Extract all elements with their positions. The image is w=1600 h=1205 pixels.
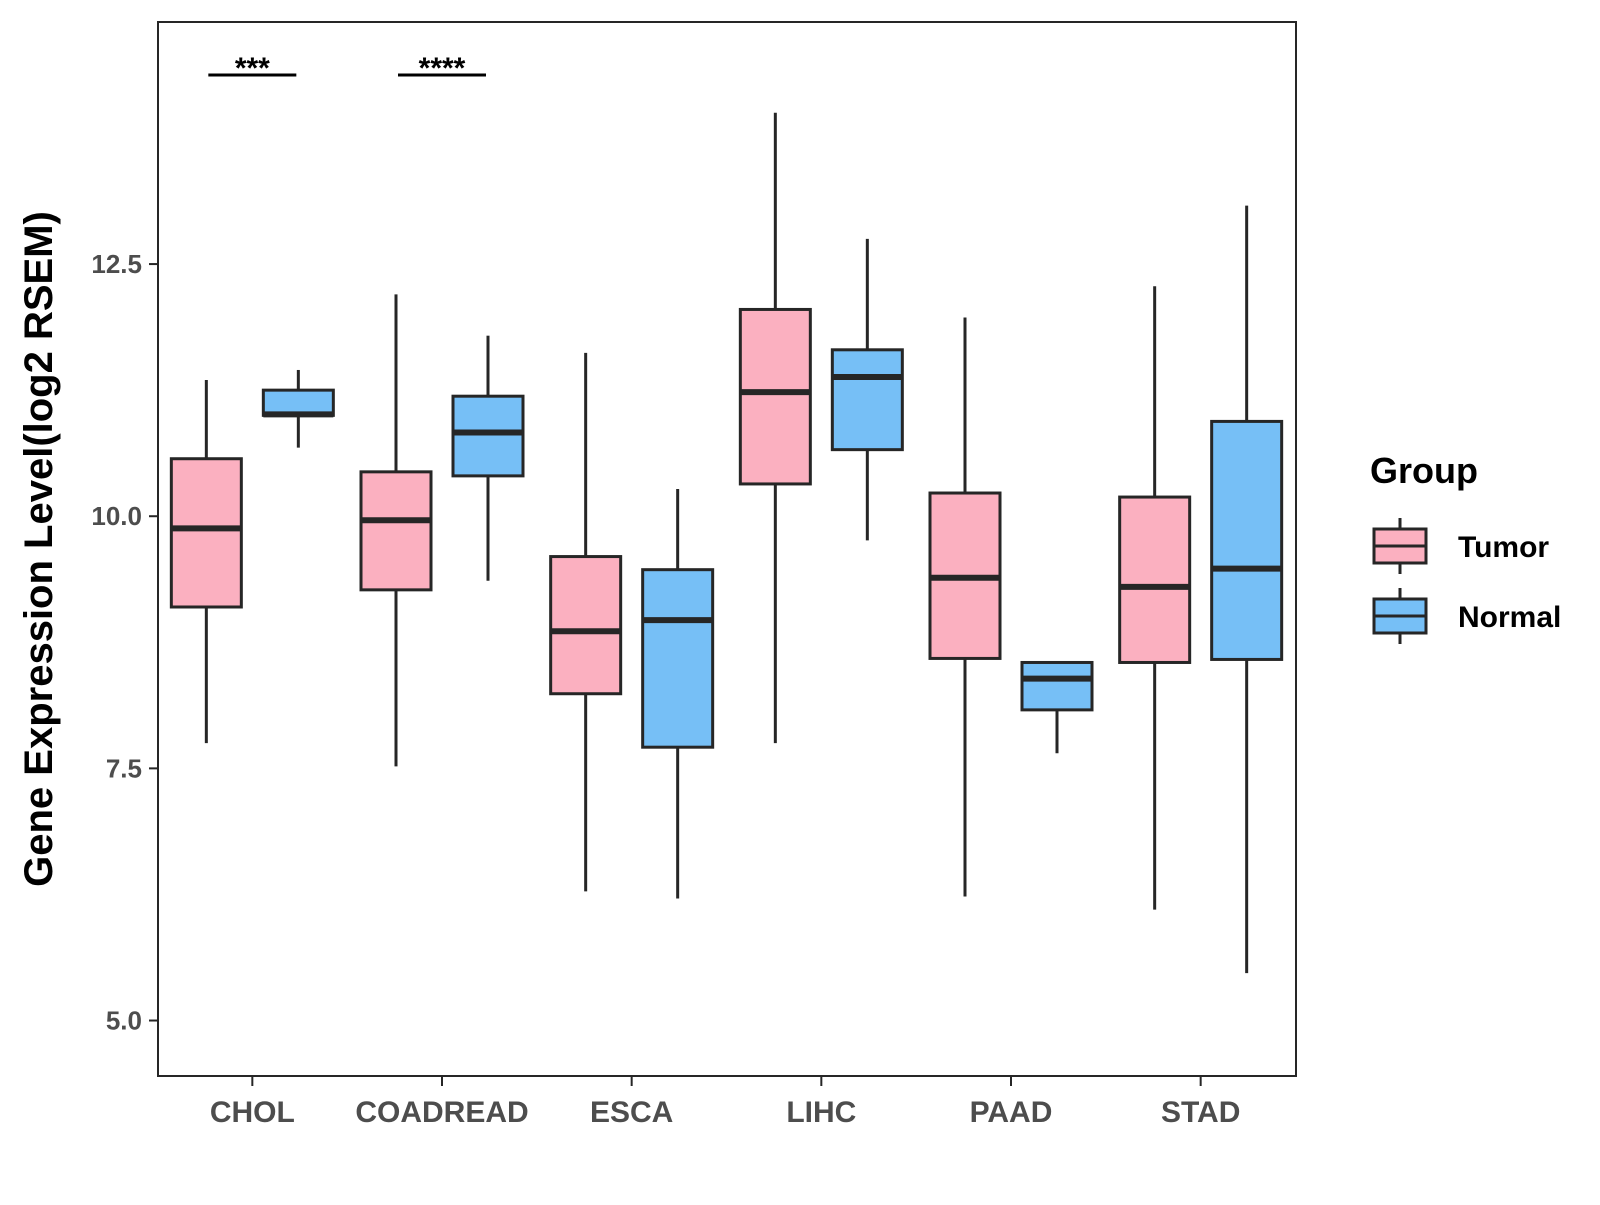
x-tick-label-esca: ESCA (590, 1096, 673, 1129)
panel-border (157, 21, 1297, 1077)
box-normal-lihc (830, 238, 904, 541)
box-tumor-chol (169, 380, 243, 744)
box-tumor-paad (928, 317, 1002, 897)
legend-key-tumor (1372, 518, 1428, 574)
box-normal-paad (1020, 660, 1094, 754)
box-tumor-stad (1118, 286, 1192, 910)
x-tick-label-chol: CHOL (210, 1096, 295, 1129)
box-tumor-lihc (738, 112, 812, 744)
significance-label: *** (235, 52, 270, 85)
box-iqr (1210, 419, 1284, 661)
significance-label: **** (419, 52, 466, 85)
x-tick-label-lihc: LIHC (786, 1096, 856, 1129)
y-tick-label: 5.0 (106, 1006, 142, 1036)
box-layer (169, 112, 1284, 974)
legend: Group Tumor Normal (1370, 450, 1561, 644)
box-normal-chol (261, 369, 335, 448)
annotation-layer: *** **** (208, 52, 486, 85)
box-normal-stad (1210, 205, 1284, 974)
legend-label-normal: Normal (1458, 601, 1561, 634)
y-axis-title: Gene Expression Level(log2 RSEM) (17, 211, 61, 887)
box-iqr (738, 307, 812, 486)
box-iqr (1118, 495, 1192, 664)
box-tumor-coadread (359, 294, 433, 767)
box-tumor-esca (549, 352, 623, 892)
box-iqr (261, 388, 335, 417)
y-tick-label: 10.0 (91, 501, 142, 531)
axes-layer: 5.0 7.5 10.0 12.5 CHOL COADREAD ESCA LIHC PAAD ST… (17, 211, 1240, 1129)
box-iqr (830, 348, 904, 452)
box-iqr (549, 555, 623, 696)
box-iqr (451, 394, 525, 478)
box-iqr (641, 568, 715, 749)
box-iqr (169, 457, 243, 609)
box-normal-coadread (451, 335, 525, 581)
box-iqr (1020, 660, 1094, 712)
box-normal-esca (641, 488, 715, 899)
legend-label-tumor: Tumor (1458, 531, 1549, 564)
plot-panel (157, 21, 1297, 1077)
x-tick-label-paad: PAAD (970, 1096, 1053, 1129)
x-tick-label-coadread: COADREAD (355, 1096, 528, 1129)
legend-title: Group (1370, 450, 1478, 491)
legend-key-normal (1372, 588, 1428, 644)
y-tick-label: 7.5 (106, 753, 142, 783)
x-tick-label-stad: STAD (1161, 1096, 1240, 1129)
box-iqr (359, 470, 433, 592)
y-tick-label: 12.5 (91, 249, 142, 279)
